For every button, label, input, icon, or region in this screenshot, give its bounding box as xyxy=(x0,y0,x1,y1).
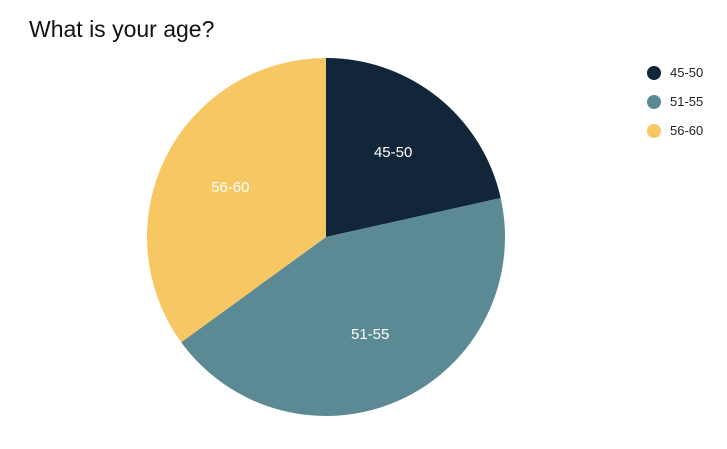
legend-swatch xyxy=(647,123,661,138)
legend-label: 56-60 xyxy=(670,123,704,138)
legend-swatch xyxy=(647,94,661,109)
slice-label: 45-50 xyxy=(374,144,412,161)
legend-item[interactable]: 51-55 xyxy=(647,87,703,116)
legend-label: 51-55 xyxy=(670,94,704,109)
chart-title: What is your age? xyxy=(29,16,215,42)
chart-legend: 45-50 51-55 56-60 xyxy=(647,58,703,145)
slice-label: 51-55 xyxy=(351,326,389,343)
legend-item[interactable]: 56-60 xyxy=(647,116,703,145)
legend-item[interactable]: 45-50 xyxy=(647,58,703,87)
pie-slice-45-50[interactable] xyxy=(326,58,501,237)
legend-swatch xyxy=(647,65,661,80)
pie-slice-56-60[interactable] xyxy=(147,58,326,343)
slice-label: 56-60 xyxy=(211,179,249,196)
pie-slice-51-55[interactable] xyxy=(181,197,505,416)
legend-label: 45-50 xyxy=(670,65,704,80)
